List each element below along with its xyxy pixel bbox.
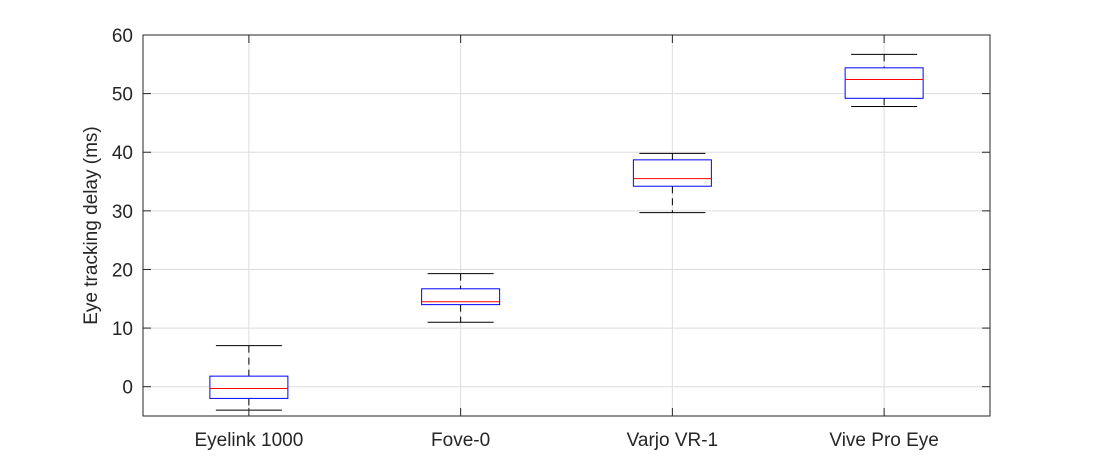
box-iqr (844, 67, 924, 99)
y-tick-label: 30 (112, 202, 133, 223)
y-tick-label: 40 (112, 143, 133, 164)
x-tick-label: Varjo VR-1 (627, 430, 719, 451)
y-tick-label: 20 (112, 260, 133, 281)
box-group (421, 273, 501, 323)
x-tick-label: Fove-0 (431, 430, 490, 451)
box-iqr (421, 288, 501, 306)
y-axis-label: Eye tracking delay (ms) (81, 126, 102, 325)
y-tick-label: 0 (122, 378, 133, 399)
box-group (209, 345, 289, 411)
box-group (632, 152, 712, 214)
y-tick-label: 10 (112, 319, 133, 340)
box-plot-series (209, 53, 924, 411)
x-tick-label: Vive Pro Eye (829, 430, 938, 451)
plot-area-frame (142, 34, 991, 417)
y-tick-label: 50 (112, 85, 133, 106)
x-tick-label: Eyelink 1000 (194, 430, 303, 451)
y-tick-label: 60 (112, 26, 133, 47)
box-iqr (209, 375, 289, 399)
box-group (844, 53, 924, 108)
axis-ticks: 0 10 20 30 40 50 60 Eyelink 1000 Fove-0 Varjo VR-… (112, 26, 990, 451)
box-iqr (632, 159, 712, 187)
